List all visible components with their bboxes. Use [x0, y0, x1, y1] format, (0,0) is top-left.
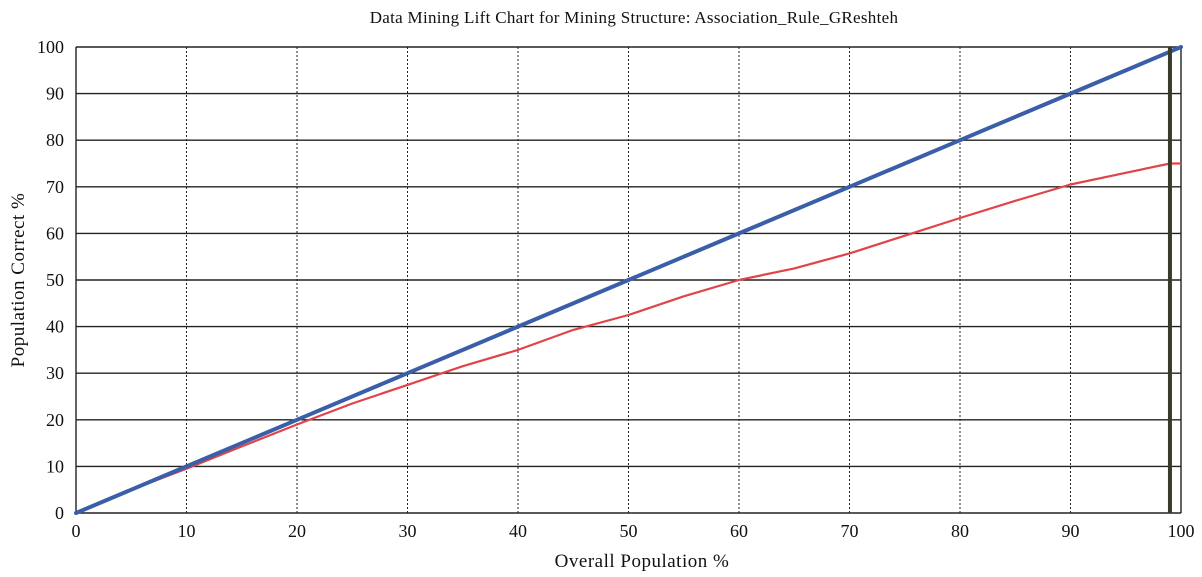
y-tick-label: 90 [46, 84, 64, 104]
y-tick-label: 70 [46, 177, 64, 197]
y-tick-label: 60 [46, 223, 64, 243]
y-tick-label: 100 [37, 37, 64, 57]
y-tick-label: 40 [46, 317, 64, 337]
x-tick-label: 100 [1168, 521, 1195, 541]
x-tick-label: 20 [288, 521, 306, 541]
x-tick-label: 60 [730, 521, 748, 541]
x-tick-label: 50 [620, 521, 638, 541]
series-line-ideal [74, 45, 1183, 515]
x-axis-label: Overall Population % [555, 551, 730, 572]
y-tick-label: 20 [46, 410, 64, 430]
y-tick-label: 80 [46, 130, 64, 150]
series-line-model [74, 162, 1183, 515]
y-axis-label: Population Correct % [8, 193, 29, 368]
x-tick-label: 30 [399, 521, 417, 541]
y-tick-label: 10 [46, 456, 64, 476]
x-tick-label: 0 [72, 521, 81, 541]
y-tick-label: 30 [46, 363, 64, 383]
chart-series [74, 45, 1183, 515]
y-tick-label: 0 [55, 503, 64, 523]
x-tick-label: 40 [509, 521, 527, 541]
chart-title: Data Mining Lift Chart for Mining Struct… [370, 8, 899, 27]
x-tick-label: 90 [1062, 521, 1080, 541]
x-tick-label: 10 [178, 521, 196, 541]
chart-ticks: 0 10 20 30 40 50 60 70 80 90 100 0 10 20 30 40 50 60 70 80 9… [37, 37, 1195, 541]
x-tick-label: 80 [951, 521, 969, 541]
y-tick-label: 50 [46, 270, 64, 290]
x-tick-label: 70 [841, 521, 859, 541]
